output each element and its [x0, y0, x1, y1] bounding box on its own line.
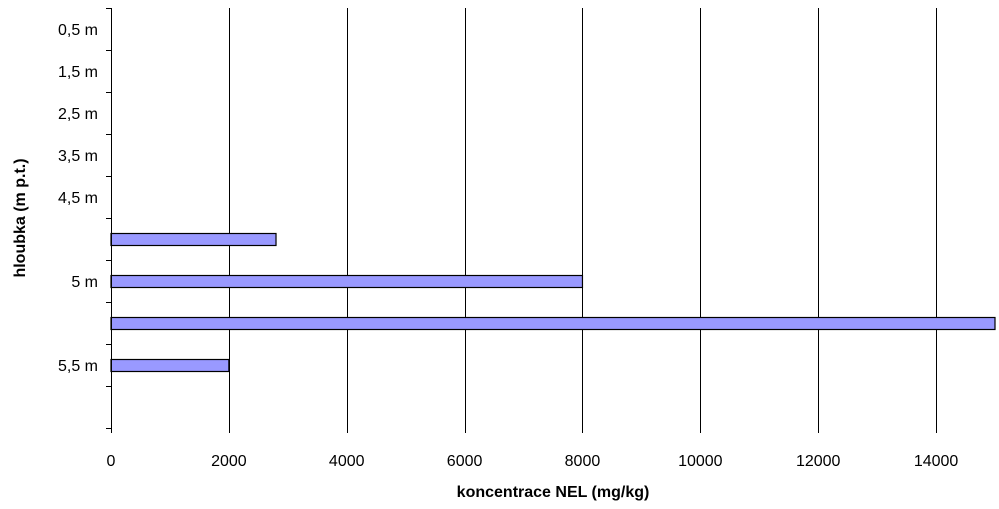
x-tick-label: 12000 — [796, 453, 841, 470]
bars — [110, 232, 996, 373]
x-tick-label: 2000 — [211, 453, 247, 470]
bar — [110, 232, 277, 247]
bar — [110, 316, 996, 331]
bar — [110, 358, 230, 373]
gridlines — [229, 8, 937, 428]
x-tick-label: 4000 — [329, 453, 365, 470]
x-tick-label: 10000 — [678, 453, 723, 470]
y-tick-label: 5,5 m — [58, 358, 98, 375]
y-tick-label: 3,5 m — [58, 148, 98, 165]
y-tick-labels: 0,5 m 1,5 m 2,5 m 3,5 m 4,5 m 5 m 5,5 m — [58, 22, 98, 375]
x-axis-title: koncentrace NEL (mg/kg) — [457, 484, 650, 501]
x-tick-labels: 0 2000 4000 6000 8000 10000 12000 14000 — [107, 453, 959, 470]
bar — [110, 274, 584, 289]
axes — [106, 8, 937, 433]
y-tick-label: 5 m — [71, 274, 98, 291]
x-tick-label: 14000 — [914, 453, 959, 470]
y-axis-title: hloubka (m p.t.) — [12, 158, 29, 277]
plot-background — [111, 8, 995, 428]
y-tick-label: 1,5 m — [58, 64, 98, 81]
x-tick-label: 6000 — [447, 453, 483, 470]
y-tick-label: 2,5 m — [58, 106, 98, 123]
y-tick-label: 4,5 m — [58, 190, 98, 207]
x-tick-label: 8000 — [565, 453, 601, 470]
x-tick-label: 0 — [107, 453, 116, 470]
y-tick-label: 0,5 m — [58, 22, 98, 39]
